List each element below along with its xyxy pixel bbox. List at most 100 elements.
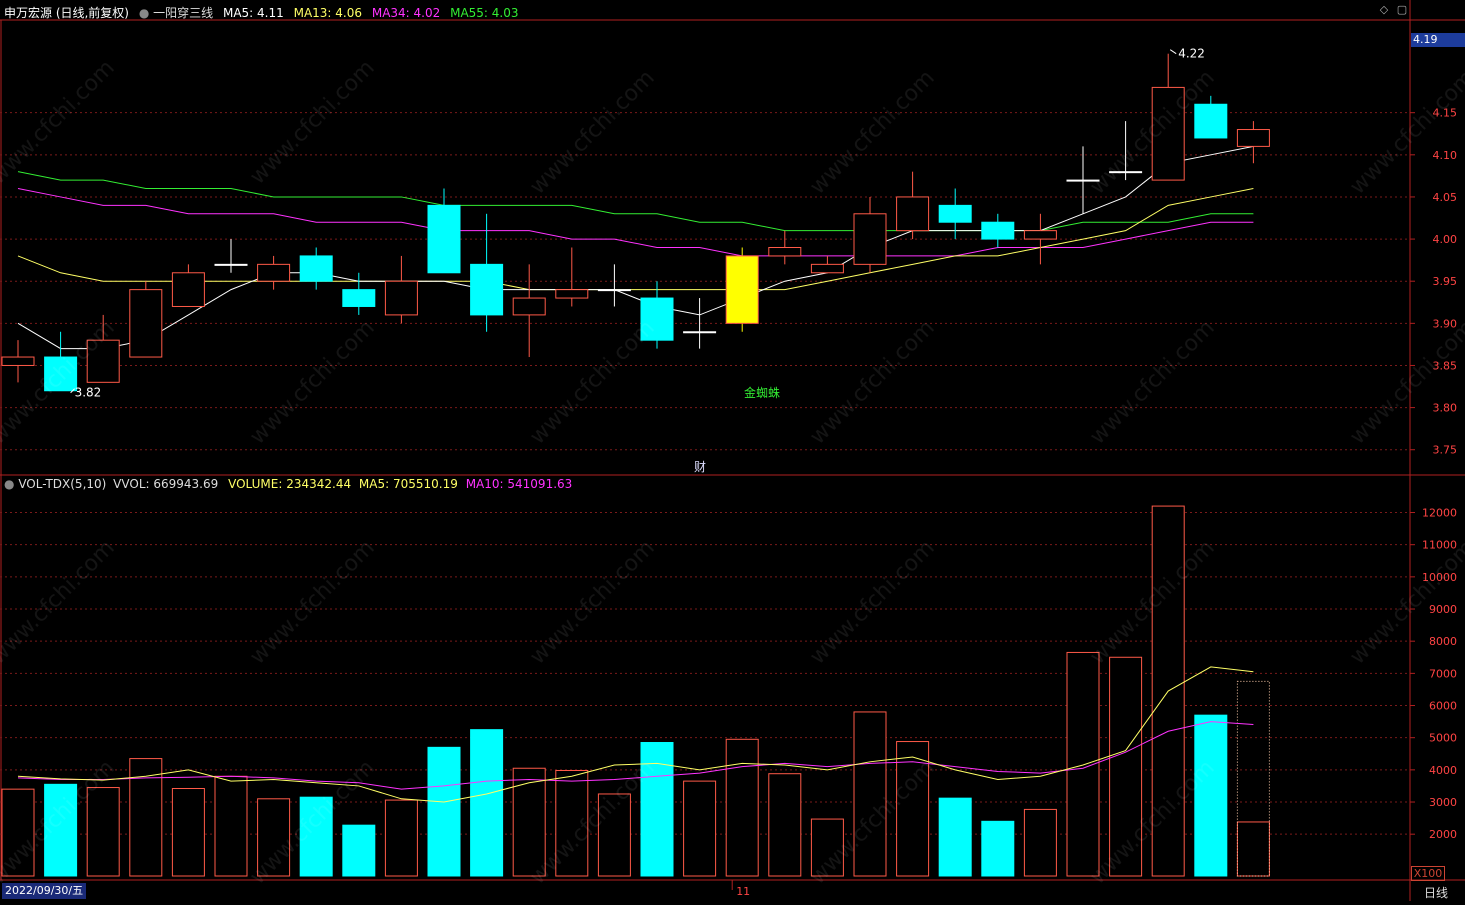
candle-body[interactable] bbox=[427, 204, 461, 274]
volume-tick-label: 8000 bbox=[1429, 635, 1457, 648]
stock-title[interactable]: 申万宏源 (日线,前复权) bbox=[4, 6, 129, 20]
candle-body[interactable] bbox=[683, 331, 717, 334]
candle-body[interactable] bbox=[768, 247, 802, 257]
price-tick-label: 3.85 bbox=[1433, 359, 1458, 372]
candle-body[interactable] bbox=[86, 339, 120, 383]
volume-bar[interactable] bbox=[1194, 714, 1228, 877]
price-tick-label: 4.15 bbox=[1433, 107, 1458, 120]
indicator-toggle-icon[interactable]: ● bbox=[138, 6, 150, 20]
indicator-name[interactable]: 一阳穿三线 bbox=[153, 6, 214, 20]
volume-bar[interactable] bbox=[342, 824, 376, 877]
price-tick-label: 3.95 bbox=[1433, 275, 1458, 288]
volume-bar[interactable] bbox=[214, 775, 248, 877]
volume-bar[interactable] bbox=[1023, 808, 1057, 877]
candle-body[interactable] bbox=[1151, 86, 1185, 181]
indicator-toggle-icon[interactable]: ● bbox=[4, 477, 15, 491]
candle-body[interactable] bbox=[299, 255, 333, 282]
candle-body[interactable] bbox=[1236, 129, 1270, 147]
volume-tick-label: 3000 bbox=[1429, 796, 1457, 809]
volume-bar[interactable] bbox=[86, 787, 120, 877]
ma55-value: MA55: 4.03 bbox=[450, 6, 519, 20]
candle-body[interactable] bbox=[214, 263, 248, 266]
volume-bar[interactable] bbox=[555, 769, 589, 877]
cursor-date: 2022/09/30/五 bbox=[2, 883, 87, 899]
price-header: 申万宏源 (日线,前复权) ● 一阳穿三线 MA5: 4.11 MA13: 4.… bbox=[4, 4, 519, 21]
candle-body[interactable] bbox=[512, 297, 546, 316]
ma13-line bbox=[17, 188, 1254, 291]
volume-bar[interactable] bbox=[1109, 656, 1143, 877]
high-price-label: 4.22 bbox=[1178, 47, 1205, 61]
volume-bar[interactable] bbox=[810, 818, 844, 877]
volume-bar[interactable] bbox=[512, 767, 546, 877]
candle-body[interactable] bbox=[1194, 103, 1228, 139]
volume-bar[interactable] bbox=[1, 788, 35, 877]
volume-ma10-line bbox=[17, 721, 1254, 790]
volume-bar[interactable] bbox=[257, 798, 291, 877]
candle-body[interactable] bbox=[470, 263, 504, 316]
volume-bar[interactable] bbox=[171, 788, 205, 877]
volume-bar[interactable] bbox=[44, 783, 78, 877]
candle-body[interactable] bbox=[1109, 171, 1143, 174]
price-tick-label: 3.90 bbox=[1433, 317, 1458, 330]
diamond-icon[interactable]: ◇ bbox=[1379, 3, 1389, 16]
candle-body[interactable] bbox=[810, 263, 844, 274]
high-marker-arrow bbox=[1169, 49, 1177, 55]
window-icon[interactable]: ▢ bbox=[1396, 3, 1408, 16]
ma5-line bbox=[17, 145, 1254, 350]
volume-bar[interactable] bbox=[384, 799, 418, 877]
volume-bar[interactable] bbox=[768, 773, 802, 877]
volume-bar[interactable] bbox=[725, 738, 759, 877]
volume-bar[interactable] bbox=[427, 746, 461, 877]
candle-body[interactable] bbox=[853, 213, 887, 265]
candle-body[interactable] bbox=[640, 297, 674, 341]
ma5-value: MA5: 4.11 bbox=[222, 6, 284, 20]
vol-ma10-value: MA10: 541091.63 bbox=[465, 477, 573, 491]
volume-tick-label: 2000 bbox=[1429, 828, 1457, 841]
candle-body[interactable] bbox=[725, 255, 759, 324]
current-price-tag: 4.19 bbox=[1411, 33, 1465, 47]
volume-bar[interactable] bbox=[299, 796, 333, 877]
volume-bar[interactable] bbox=[597, 793, 631, 877]
candle-body[interactable] bbox=[896, 196, 930, 232]
period-label[interactable]: 日线 bbox=[1424, 886, 1449, 900]
candle-body[interactable] bbox=[1, 356, 35, 366]
low-marker-arrow bbox=[70, 388, 75, 394]
candle-body[interactable] bbox=[129, 289, 163, 358]
candle-body[interactable] bbox=[597, 289, 631, 292]
candle-body[interactable] bbox=[981, 221, 1015, 240]
volume-tick-label: 5000 bbox=[1429, 732, 1457, 745]
volume-bar[interactable] bbox=[938, 797, 972, 877]
volume-bar[interactable] bbox=[470, 729, 504, 877]
candle-body[interactable] bbox=[342, 289, 376, 307]
candle-body[interactable] bbox=[384, 280, 418, 316]
ma34-line bbox=[17, 188, 1254, 257]
price-tick-label: 4.10 bbox=[1433, 149, 1458, 162]
volume-value: VOLUME: 234342.44 bbox=[228, 477, 352, 491]
candle-body[interactable] bbox=[1066, 179, 1100, 182]
candle-body[interactable] bbox=[555, 289, 589, 299]
volume-bar[interactable] bbox=[853, 711, 887, 877]
volume-bar[interactable] bbox=[981, 820, 1015, 877]
volume-bar[interactable] bbox=[640, 742, 674, 877]
volume-tick-label: 12000 bbox=[1422, 507, 1457, 520]
volume-tick-label: 6000 bbox=[1429, 700, 1457, 713]
volume-tick-label: 4000 bbox=[1429, 764, 1457, 777]
volume-bar[interactable] bbox=[1236, 821, 1270, 877]
candle-body[interactable] bbox=[171, 272, 205, 307]
volume-unit: X100 bbox=[1411, 866, 1445, 881]
volume-ma5-line bbox=[17, 666, 1254, 803]
volume-bar[interactable] bbox=[683, 780, 717, 877]
candle-body[interactable] bbox=[257, 263, 291, 282]
candle-body[interactable] bbox=[938, 204, 972, 223]
volume-tick-label: 10000 bbox=[1422, 571, 1457, 584]
candle-body[interactable] bbox=[44, 356, 78, 392]
volume-bar[interactable] bbox=[896, 741, 930, 877]
volume-projected-bar bbox=[1236, 680, 1270, 877]
candle-body[interactable] bbox=[1023, 230, 1057, 240]
vol-indicator-name[interactable]: VOL-TDX(5,10) bbox=[18, 477, 107, 491]
volume-tick-label: 9000 bbox=[1429, 603, 1457, 616]
finance-marker: 财 bbox=[694, 460, 706, 474]
ma55-line bbox=[17, 171, 1254, 232]
